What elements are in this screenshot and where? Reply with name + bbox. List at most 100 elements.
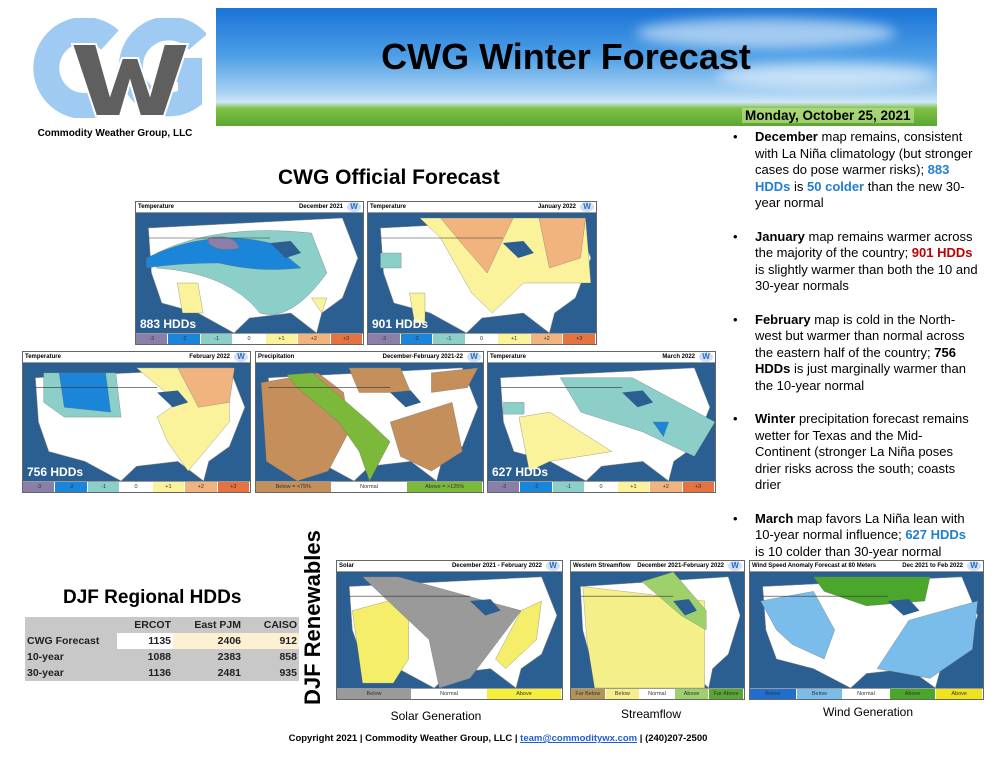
- map-graphic: [23, 363, 250, 481]
- anomaly-region: [208, 236, 240, 250]
- map-february: Temperature February 2022 W 756 HDDs -3 -2 -1 0…: [22, 351, 251, 493]
- map-period: January 2022: [537, 203, 576, 210]
- legend-item: Above = >125%: [407, 482, 483, 492]
- map-graphic: [136, 213, 363, 333]
- legend-item: 0: [120, 482, 153, 492]
- anomaly-region: [146, 237, 302, 270]
- anomaly-region: [495, 600, 542, 669]
- anomaly-region: [538, 217, 586, 269]
- map-graphic: [571, 572, 744, 688]
- weather-logo-icon: W: [234, 352, 248, 362]
- hdd-table: ERCOT East PJM CAISO CWG Forecast 1135 2406 9…: [25, 617, 299, 681]
- map-type: Western Streamflow: [573, 562, 631, 569]
- table-row: CWG Forecast 1135 2406 912: [27, 633, 299, 649]
- map-period: December 2021: [298, 203, 343, 210]
- weather-logo-icon: W: [728, 561, 742, 571]
- great-lakes: [157, 390, 189, 408]
- table-row: 10-year 1088 2383 858: [27, 651, 297, 663]
- anomaly-region: [380, 252, 402, 269]
- legend-item: Far Above: [709, 689, 744, 699]
- legend-item: +2: [530, 334, 564, 344]
- table-header-row: ERCOT East PJM CAISO: [25, 617, 299, 633]
- anomaly-region: [876, 600, 978, 679]
- legend-item: +1: [498, 334, 531, 344]
- great-lakes: [673, 599, 697, 616]
- legend-item: +3: [682, 482, 715, 492]
- hdd-label: 756 HDDs: [27, 465, 84, 479]
- bullet-february: February map is cold in the North-west b…: [733, 312, 978, 395]
- map-graphic: [750, 572, 983, 688]
- map-header: Temperature February 2022 W: [23, 352, 250, 363]
- column-header: East PJM: [194, 619, 241, 631]
- weather-logo-icon: W: [699, 352, 713, 362]
- map-type: Temperature: [490, 353, 526, 360]
- bullet-march: March map favors La Niña lean with 10-ye…: [733, 511, 978, 561]
- map-precipitation: Precipitation December-February 2021-22 W B…: [255, 351, 484, 493]
- table-row: 30-year 1136 2481 935: [27, 667, 297, 679]
- legend-item: 0: [233, 334, 266, 344]
- legend-item: -3: [23, 482, 56, 492]
- legend-item: Below: [796, 689, 844, 699]
- anomaly-region: [58, 372, 111, 413]
- banner-image: [216, 8, 937, 126]
- legend-item: -2: [520, 482, 553, 492]
- hdd-label: 627 HDDs: [492, 465, 549, 479]
- map-legend: -3 -2 -1 0 +1 +2 +3: [23, 481, 250, 492]
- legend-item: +3: [330, 334, 363, 344]
- bullet-winter: Winter precipitation forecast remains we…: [733, 411, 978, 494]
- logo-letter-c: [33, 18, 119, 118]
- map-period: December 2021 - February 2022: [451, 562, 542, 569]
- map-january: Temperature January 2022 W 901 HDDs -3 -2 -1 0 +…: [367, 201, 597, 345]
- anomaly-region: [177, 282, 204, 314]
- great-lakes: [622, 390, 654, 408]
- map-type: Wind Speed Anomaly Forecast at 80 Meters: [752, 562, 877, 569]
- bullet-january: January map remains warmer across the ma…: [733, 229, 978, 295]
- caption-wind: Wind Generation: [822, 705, 914, 719]
- great-lakes: [502, 241, 534, 258]
- legend-item: Below: [605, 689, 641, 699]
- legend-item: -3: [488, 482, 521, 492]
- map-solar: Solar December 2021 - February 2022 W Below…: [336, 560, 563, 700]
- map-graphic: [368, 213, 596, 333]
- anomaly-region: [431, 367, 479, 393]
- legend-item: 0: [585, 482, 618, 492]
- map-type: Temperature: [25, 353, 61, 360]
- anomaly-region: [286, 372, 391, 481]
- map-legend: -3 -2 -1 0 +1 +2 +3: [488, 481, 715, 492]
- map-type: Solar: [339, 562, 355, 569]
- hdd-label: 901 HDDs: [372, 317, 429, 331]
- caption-solar: Solar Generation: [390, 709, 482, 723]
- map-body: 627 HDDs: [488, 363, 715, 481]
- map-legend: Far Below Below Normal Above Far Above: [571, 688, 744, 699]
- column-header: CAISO: [263, 619, 297, 631]
- map-period: December-February 2021-22: [382, 353, 463, 360]
- column-header: ERCOT: [134, 619, 171, 631]
- column-header: [25, 617, 117, 633]
- legend-item: -1: [87, 482, 121, 492]
- map-body: 901 HDDs: [368, 213, 596, 333]
- legend-item: 0: [465, 334, 499, 344]
- map-header: Temperature December 2021 W: [136, 202, 363, 213]
- logo-letter-w: [70, 43, 190, 117]
- map-header: Temperature March 2022 W: [488, 352, 715, 363]
- great-lakes: [887, 599, 920, 616]
- anomaly-region: [503, 402, 525, 415]
- map-period: Dec 2021 to Feb 2022: [902, 562, 963, 569]
- legend-item: +3: [217, 482, 250, 492]
- email-link[interactable]: team@commoditywx.com: [520, 733, 638, 744]
- legend-item: -1: [433, 334, 466, 344]
- anomaly-region: [311, 297, 328, 314]
- renewables-title: DJF Renewables: [300, 530, 325, 705]
- legend-item: +1: [152, 482, 186, 492]
- map-legend: Below Below Normal Above Above: [750, 688, 983, 699]
- weather-logo-icon: W: [467, 352, 481, 362]
- map-body: 883 HDDs: [136, 213, 363, 333]
- map-period: March 2022: [662, 353, 695, 360]
- legend-item: +2: [298, 334, 331, 344]
- anomaly-region: [409, 292, 426, 324]
- commentary-list: December map remains, consistent with La…: [733, 129, 978, 577]
- map-legend: -3 -2 -1 0 +1 +2 +3: [368, 333, 596, 344]
- footer: Copyright 2021 | Commodity Weather Group…: [288, 733, 708, 744]
- map-header: Precipitation December-February 2021-22 W: [256, 352, 483, 363]
- map-wind: Wind Speed Anomaly Forecast at 80 Meters…: [749, 560, 984, 700]
